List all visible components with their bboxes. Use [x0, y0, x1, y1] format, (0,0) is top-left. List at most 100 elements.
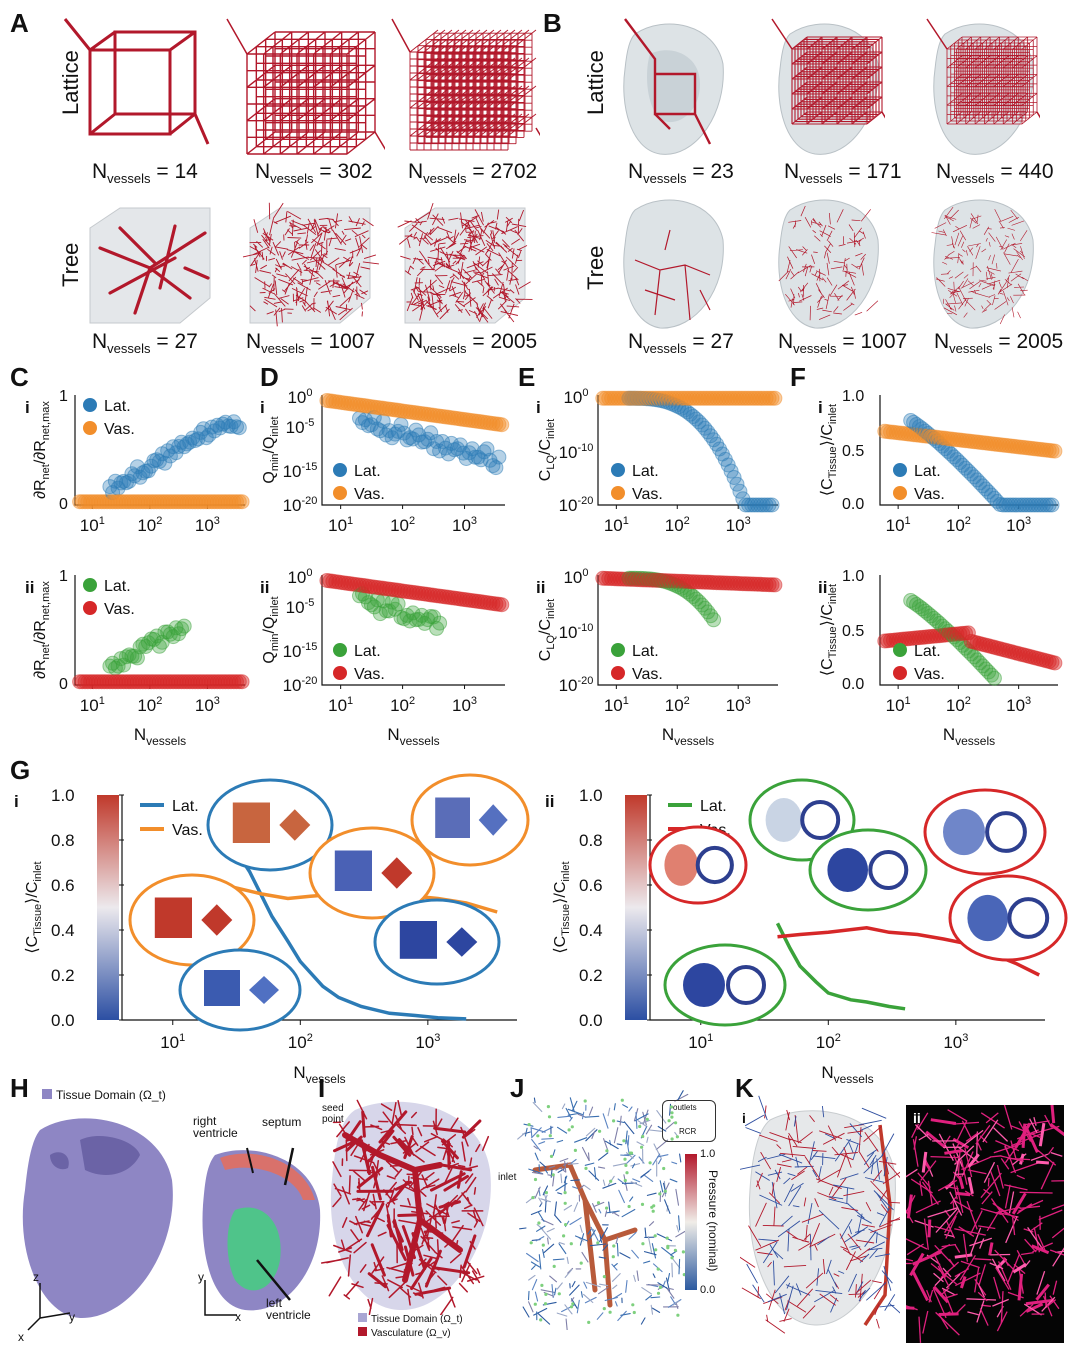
branch — [632, 1178, 641, 1183]
bubble-vessel-ring — [695, 845, 734, 885]
tick-base: 10 — [195, 516, 214, 535]
tick-base: 10 — [287, 388, 306, 407]
branch — [875, 1232, 878, 1244]
branch — [613, 1263, 618, 1267]
branch — [628, 1106, 633, 1112]
panel-h-left-ventricle-label: left ventricle — [266, 1296, 311, 1322]
cast-branch — [1004, 1147, 1017, 1164]
cast-branch — [1032, 1242, 1053, 1253]
data-point-lat — [491, 449, 507, 465]
cast-branch — [954, 1253, 973, 1259]
branch — [810, 1150, 818, 1161]
n-prefix: N — [784, 160, 800, 183]
tick-base: 10 — [688, 1033, 707, 1052]
outlet-marker — [573, 1148, 577, 1152]
legend-label-vas: Vas. — [354, 486, 385, 503]
branch — [758, 1095, 768, 1121]
label-part: N — [821, 1063, 833, 1082]
data-point-vas — [960, 625, 976, 641]
cast-branch — [1024, 1125, 1039, 1154]
tick-exp: 2 — [835, 1032, 841, 1044]
bubble-heart-lat-high — [663, 943, 787, 1027]
data-point-vas — [234, 674, 250, 690]
branch — [664, 1199, 671, 1214]
y-tick-label: 0 — [59, 676, 68, 693]
panel-b-lattice-heart-1 — [623, 18, 724, 155]
bubble-heart-vas-low — [648, 825, 748, 905]
label-part: Tissue — [560, 904, 572, 936]
branch — [542, 1185, 549, 1196]
cast-branch — [976, 1300, 985, 1323]
cast-branch — [985, 1112, 999, 1124]
cast-branch — [1004, 1184, 1011, 1209]
branch — [617, 1310, 627, 1322]
branch — [787, 1135, 794, 1158]
cast-branch — [964, 1147, 973, 1178]
cast-branch — [960, 1159, 968, 1185]
branch — [536, 1225, 546, 1232]
outlet-marker — [676, 1313, 680, 1317]
branch — [573, 1202, 579, 1212]
cast-branch — [966, 1200, 978, 1230]
cast-branch — [944, 1210, 960, 1233]
tick-base: 10 — [1006, 696, 1025, 715]
y-tick-label: 0.2 — [51, 966, 75, 985]
x-tick-label: 101 — [160, 1032, 185, 1052]
panel-letter-a: A — [10, 8, 29, 38]
y-tick-label: 0.5 — [842, 623, 864, 640]
branch — [540, 1198, 551, 1203]
label-part: vessels — [955, 734, 995, 748]
branch — [625, 1152, 634, 1159]
cast-branch — [969, 1237, 993, 1247]
outlet-marker — [608, 1310, 612, 1314]
branch — [570, 1158, 577, 1164]
n-count: = 2005 — [998, 330, 1064, 353]
tick-exp: 2 — [965, 515, 971, 527]
y-tick-label: 10-15 — [283, 641, 318, 661]
axis-x-2d: x — [235, 1310, 241, 1324]
cast-branch — [1018, 1199, 1044, 1212]
branch — [797, 1131, 813, 1144]
branch — [569, 1284, 580, 1296]
branch — [656, 1233, 673, 1242]
branch — [740, 1164, 761, 1170]
branch — [801, 1213, 824, 1223]
panel-h-septum-label: septum — [262, 1115, 302, 1129]
legend-marker-vas — [83, 601, 97, 615]
legend-label-lat: Lat. — [104, 398, 131, 415]
subpanel-label: ii — [818, 578, 827, 597]
cast-branch — [1036, 1149, 1057, 1166]
axes — [74, 575, 245, 686]
branch — [831, 1146, 840, 1156]
bubble-lat-high — [373, 898, 501, 986]
bubble-heart — [683, 963, 725, 1007]
branch — [584, 1162, 595, 1166]
axis-y-2d: y — [198, 1270, 204, 1284]
outlet-marker — [653, 1234, 657, 1238]
branch — [580, 1291, 583, 1298]
branch — [804, 1156, 821, 1180]
branch — [557, 1192, 563, 1195]
branch — [570, 1297, 575, 1302]
y-tick-label: 0.8 — [51, 831, 75, 850]
branch — [577, 1113, 586, 1118]
bubble-vas-mid — [308, 826, 436, 920]
branch — [809, 1115, 815, 1123]
n-prefix: N — [408, 330, 424, 353]
branch — [797, 1166, 808, 1175]
outlet-marker — [627, 1204, 631, 1209]
label-part: ⟨C — [24, 936, 41, 954]
outlet-marker — [531, 1196, 535, 1200]
branch — [828, 1186, 834, 1196]
cast-branch — [1011, 1217, 1016, 1236]
tree-branches — [931, 206, 1028, 325]
y-tick-label: 1.0 — [842, 568, 864, 585]
y-axis-label: Qmin/Qinlet — [261, 416, 281, 483]
panel-letter-j: J — [510, 1073, 525, 1103]
branch — [848, 1226, 852, 1235]
outlet-marker — [563, 1191, 567, 1195]
outlet-marker — [640, 1145, 644, 1149]
cast-branch — [925, 1289, 932, 1303]
outlet-marker — [549, 1154, 554, 1158]
